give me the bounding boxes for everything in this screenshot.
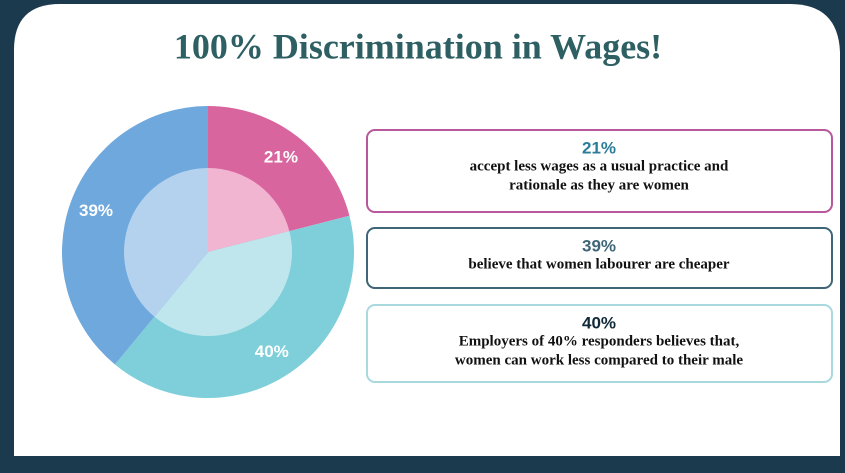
callout-box xyxy=(366,304,833,383)
slice-label: 40% xyxy=(255,342,289,361)
callout-box xyxy=(366,227,833,289)
callout-text: women can work less compared to their ma… xyxy=(455,352,743,368)
slice-label: 21% xyxy=(264,147,298,166)
slice-label: 39% xyxy=(79,201,113,220)
callout-text: believe that women labourer are cheaper xyxy=(468,256,730,272)
slice-inner xyxy=(124,168,208,317)
slice-inner xyxy=(208,168,290,252)
callout-text: rationale as they are women xyxy=(509,177,689,193)
callout-heading: 21% xyxy=(582,138,616,157)
callout-heading: 40% xyxy=(582,313,616,332)
callout-heading: 39% xyxy=(582,236,616,255)
callout-text: accept less wages as a usual practice an… xyxy=(470,158,729,174)
chart-title: 100% Discrimination in Wages! xyxy=(174,26,662,66)
callout-box xyxy=(366,129,833,213)
slice-inner xyxy=(154,231,292,336)
callout-text: Employers of 40% responders believes tha… xyxy=(459,333,740,349)
